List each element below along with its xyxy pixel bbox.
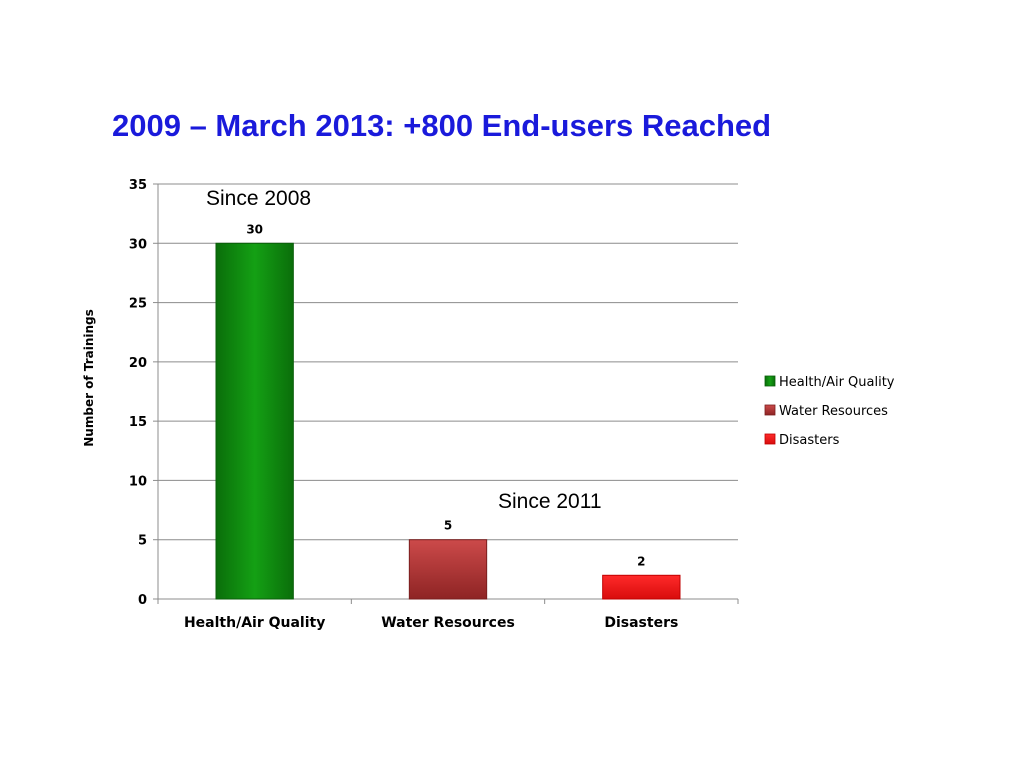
slide-title: 2009 – March 2013: +800 End-users Reache… [112, 108, 772, 143]
bar-disasters [602, 574, 681, 600]
y-tick-label: 5 [138, 534, 147, 549]
annotation-since-2011: Since 2011 [498, 490, 602, 513]
x-tick-label: Water Resources [381, 615, 515, 631]
y-tick-label: 15 [129, 415, 147, 430]
legend-swatch [764, 433, 776, 445]
y-tick-label: 35 [129, 178, 147, 193]
y-tick-label: 25 [129, 297, 147, 312]
legend-label: Disasters [779, 433, 840, 448]
annotation-since-2008: Since 2008 [206, 187, 311, 210]
legend: Health/Air Quality Water Resources Disaste… [764, 375, 895, 448]
y-tick-label: 20 [129, 356, 147, 371]
y-axis-label: Number of Trainings [82, 309, 96, 446]
y-tick-label: 10 [129, 474, 147, 489]
legend-label: Health/Air Quality [779, 375, 895, 390]
bar-health-air-quality [215, 242, 294, 600]
y-tick-label: 0 [138, 593, 147, 608]
legend-swatch [764, 375, 776, 387]
data-label: 30 [246, 222, 263, 236]
y-tick-label: 30 [129, 237, 147, 252]
x-tick-label: Health/Air Quality [184, 615, 325, 631]
data-label: 2 [637, 554, 645, 568]
legend-label: Water Resources [779, 404, 888, 419]
bars: 30 5 2 [215, 222, 681, 600]
data-label: 5 [444, 519, 452, 533]
legend-swatch [764, 404, 776, 416]
x-tick-label: Disasters [604, 615, 678, 631]
bar-water-resources [408, 539, 488, 600]
